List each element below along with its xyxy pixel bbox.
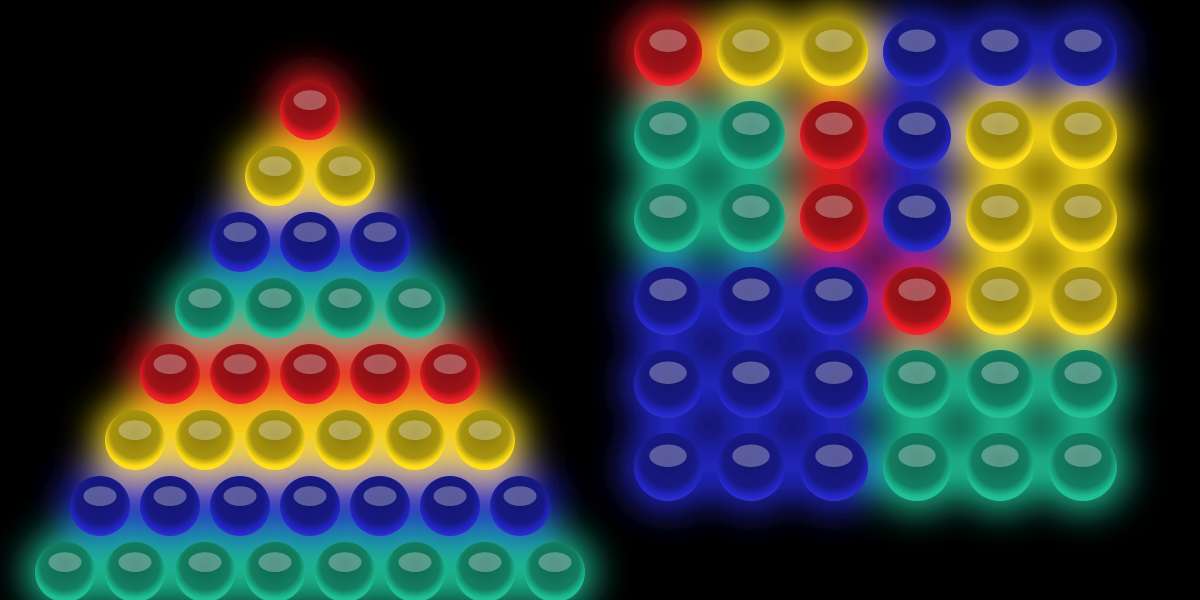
bubble-blue [420,476,480,536]
bubble-yellow [245,146,305,206]
bubble-teal [883,350,951,418]
bubble-yellow [315,146,375,206]
bubble-yellow [385,410,445,470]
bubble-yellow [800,18,868,86]
bubble-yellow [315,410,375,470]
bubble-yellow [245,410,305,470]
bubble-blue [350,212,410,272]
bubble-yellow [455,410,515,470]
bubble-blue [70,476,130,536]
bubble-blue [634,267,702,335]
bubble-red [800,184,868,252]
bubble-yellow [966,184,1034,252]
square-pad [624,8,1127,511]
bubble-teal [525,542,585,600]
bubble-yellow [717,18,785,86]
bubble-teal [1049,433,1117,501]
bubble-red [634,18,702,86]
bubble-teal [175,542,235,600]
bubble-blue [800,350,868,418]
bubble-blue [280,476,340,536]
bubble-blue [883,184,951,252]
bubble-red [420,344,480,404]
bubble-teal [315,542,375,600]
bubble-blue [966,18,1034,86]
bubble-blue [800,433,868,501]
bubble-blue [717,350,785,418]
bubble-red [350,344,410,404]
bubble-blue [210,476,270,536]
bubble-teal [966,433,1034,501]
bubble-yellow [966,101,1034,169]
bubble-blue [883,18,951,86]
bubble-teal [717,101,785,169]
bubble-blue [634,433,702,501]
bubble-yellow [1049,267,1117,335]
visualization-canvas [0,0,1200,600]
bubble-teal [175,278,235,338]
bubble-teal [105,542,165,600]
bubble-teal [883,433,951,501]
bubble-teal [245,278,305,338]
bubble-teal [35,542,95,600]
bubble-yellow [1049,101,1117,169]
bubble-teal [385,542,445,600]
bubble-teal [385,278,445,338]
bubble-red [883,267,951,335]
square-bubbles [634,18,1117,501]
bubble-teal [634,184,702,252]
bubble-yellow [105,410,165,470]
bubble-yellow [966,267,1034,335]
bubble-teal [634,101,702,169]
bubble-red [210,344,270,404]
bubble-blue [350,476,410,536]
bubble-teal [245,542,305,600]
bubble-blue [717,433,785,501]
bubble-blue [140,476,200,536]
bubble-blue [1049,18,1117,86]
bubble-blue [634,350,702,418]
bubble-teal [717,184,785,252]
bubble-yellow [175,410,235,470]
bubble-red [280,344,340,404]
bubble-red [140,344,200,404]
bubble-red [800,101,868,169]
bubble-teal [315,278,375,338]
bubble-blue [210,212,270,272]
bubble-teal [1049,350,1117,418]
bubble-blue [800,267,868,335]
bubble-yellow [1049,184,1117,252]
bubble-red [280,80,340,140]
bubble-blue [717,267,785,335]
bubble-blue [280,212,340,272]
bubble-blue [490,476,550,536]
bubble-teal [455,542,515,600]
bubble-teal [966,350,1034,418]
bubble-blue [883,101,951,169]
